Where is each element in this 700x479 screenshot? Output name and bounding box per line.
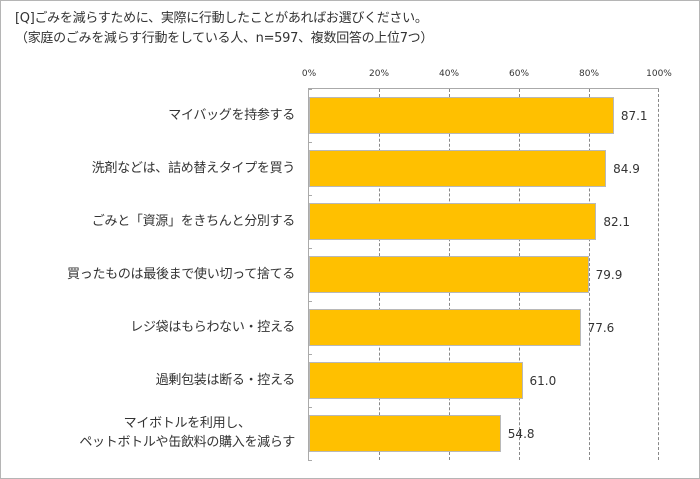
title-line-1: [Q]ごみを減らすために、実際に行動したことがあればお選びください。 — [15, 11, 428, 26]
value-label: 61.0 — [529, 374, 557, 388]
category-label: 過剰包装は断る・控える — [155, 373, 296, 388]
x-tick-80: 80% — [578, 69, 600, 79]
title-line-2: （家庭のごみを減らす行動をしている人、n=597、複数回答の上位7つ） — [15, 31, 434, 46]
value-label: 82.1 — [603, 215, 631, 229]
category-label-multiline: マイボトルを利用し、 ペットボトルや缶飲料の購入を減らす — [79, 414, 295, 452]
bar-sort-resources — [309, 203, 597, 240]
value-label: 54.8 — [507, 427, 535, 441]
y-tick — [308, 407, 312, 408]
y-tick — [308, 195, 312, 196]
gridline-100 — [658, 89, 659, 460]
x-tick-60: 60% — [508, 69, 530, 79]
chart-title: [Q]ごみを減らすために、実際に行動したことがあればお選びください。 （家庭のご… — [15, 9, 433, 49]
category-label: 洗剤などは、詰め替えタイプを買う — [91, 161, 296, 176]
bar-refuse-packaging — [309, 362, 523, 399]
bar-my-bottle — [309, 415, 501, 452]
x-tick-100: 100% — [646, 69, 672, 79]
bar-refuse-plastic-bag — [309, 309, 581, 346]
x-tick-0: 0% — [301, 69, 317, 79]
y-tick — [308, 248, 312, 249]
plot-area: 0% 20% 40% 60% 80% 100% 87.1 84.9 82.1 7… — [302, 69, 672, 461]
category-label-line-1: マイボトルを利用し、 — [123, 416, 251, 431]
category-label-line-2: ペットボトルや缶飲料の購入を減らす — [79, 435, 295, 450]
y-tick — [308, 142, 312, 143]
bar-my-bag — [309, 97, 614, 134]
category-label: 買ったものは最後まで使い切って捨てる — [67, 267, 295, 282]
y-tick — [308, 89, 312, 90]
x-tick-20: 20% — [368, 69, 390, 79]
y-tick — [308, 354, 312, 355]
category-label: レジ袋はもらわない・控える — [130, 320, 295, 335]
value-label: 79.9 — [595, 268, 623, 282]
category-label: ごみと「資源」をきちんと分別する — [91, 214, 296, 229]
value-label: 87.1 — [620, 109, 648, 123]
value-label: 77.6 — [587, 321, 615, 335]
gridline-80 — [589, 89, 590, 460]
x-tick-40: 40% — [438, 69, 460, 79]
y-tick — [308, 301, 312, 302]
y-tick — [308, 460, 312, 461]
bar-refill-detergent — [309, 150, 607, 187]
value-label: 84.9 — [613, 162, 640, 176]
category-label: マイバッグを持参する — [168, 108, 295, 123]
bar-use-up — [309, 256, 589, 293]
